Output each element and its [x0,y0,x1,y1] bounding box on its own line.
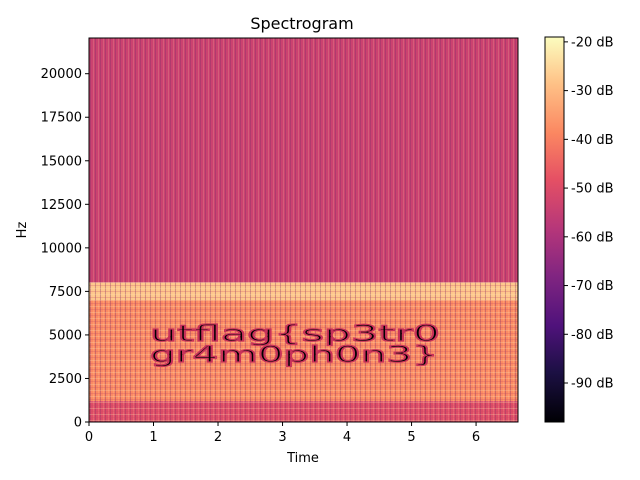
colorbar-tick-label: -40 dB [571,133,614,148]
y-tick-label: 20000 [41,67,82,82]
hidden-text: utflag{sp3tr0 gr4m0ph0n3} [149,321,440,368]
horizontal-stripe-texture [89,282,518,422]
colorbar-tick-label: -70 dB [571,279,614,294]
y-tick-label: 7500 [49,285,82,300]
y-tick-label: 17500 [41,111,82,126]
y-tick-label: 0 [74,416,82,431]
x-tick-label: 1 [149,430,157,445]
colorbar-tick-label: -50 dB [571,182,614,197]
x-tick-label: 4 [343,430,351,445]
x-tick-label: 0 [85,430,93,445]
colorbar-gradient [544,36,565,423]
x-axis-label: Time [286,451,319,466]
y-tick-label: 2500 [49,372,82,387]
y-tick-label: 5000 [49,328,82,343]
x-tick-label: 6 [472,430,480,445]
colorbar-tick-label: -20 dB [571,35,614,50]
colorbar-tick-label: -60 dB [571,230,614,245]
x-tick-label: 5 [407,430,415,445]
y-axis: 0 2500 5000 7500 10000 12500 15000 17500 20000 [41,67,89,431]
x-axis: 0 1 2 3 4 5 6 [85,422,480,445]
colorbar-tick-label: -80 dB [571,328,614,343]
y-tick-label: 12500 [41,198,82,213]
colorbar: -20 dB -30 dB -40 dB -50 dB -60 dB -70 dB -80 … [544,35,614,423]
x-tick-label: 3 [278,430,286,445]
chart-title: Spectrogram [250,14,353,33]
plot-frame [88,37,519,423]
colorbar-tick-label: -90 dB [571,377,614,392]
y-tick-label: 10000 [41,241,82,256]
hidden-text-line: gr4m0ph0n3} [150,343,438,368]
y-tick-label: 15000 [41,154,82,169]
hidden-text-line: utflag{sp3tr0 [150,322,440,347]
x-tick-label: 2 [214,430,222,445]
y-axis-label: Hz [15,222,30,239]
colorbar-tick-label: -30 dB [571,84,614,99]
plot-area: utflag{sp3tr0 gr4m0ph0n3} [88,37,519,423]
